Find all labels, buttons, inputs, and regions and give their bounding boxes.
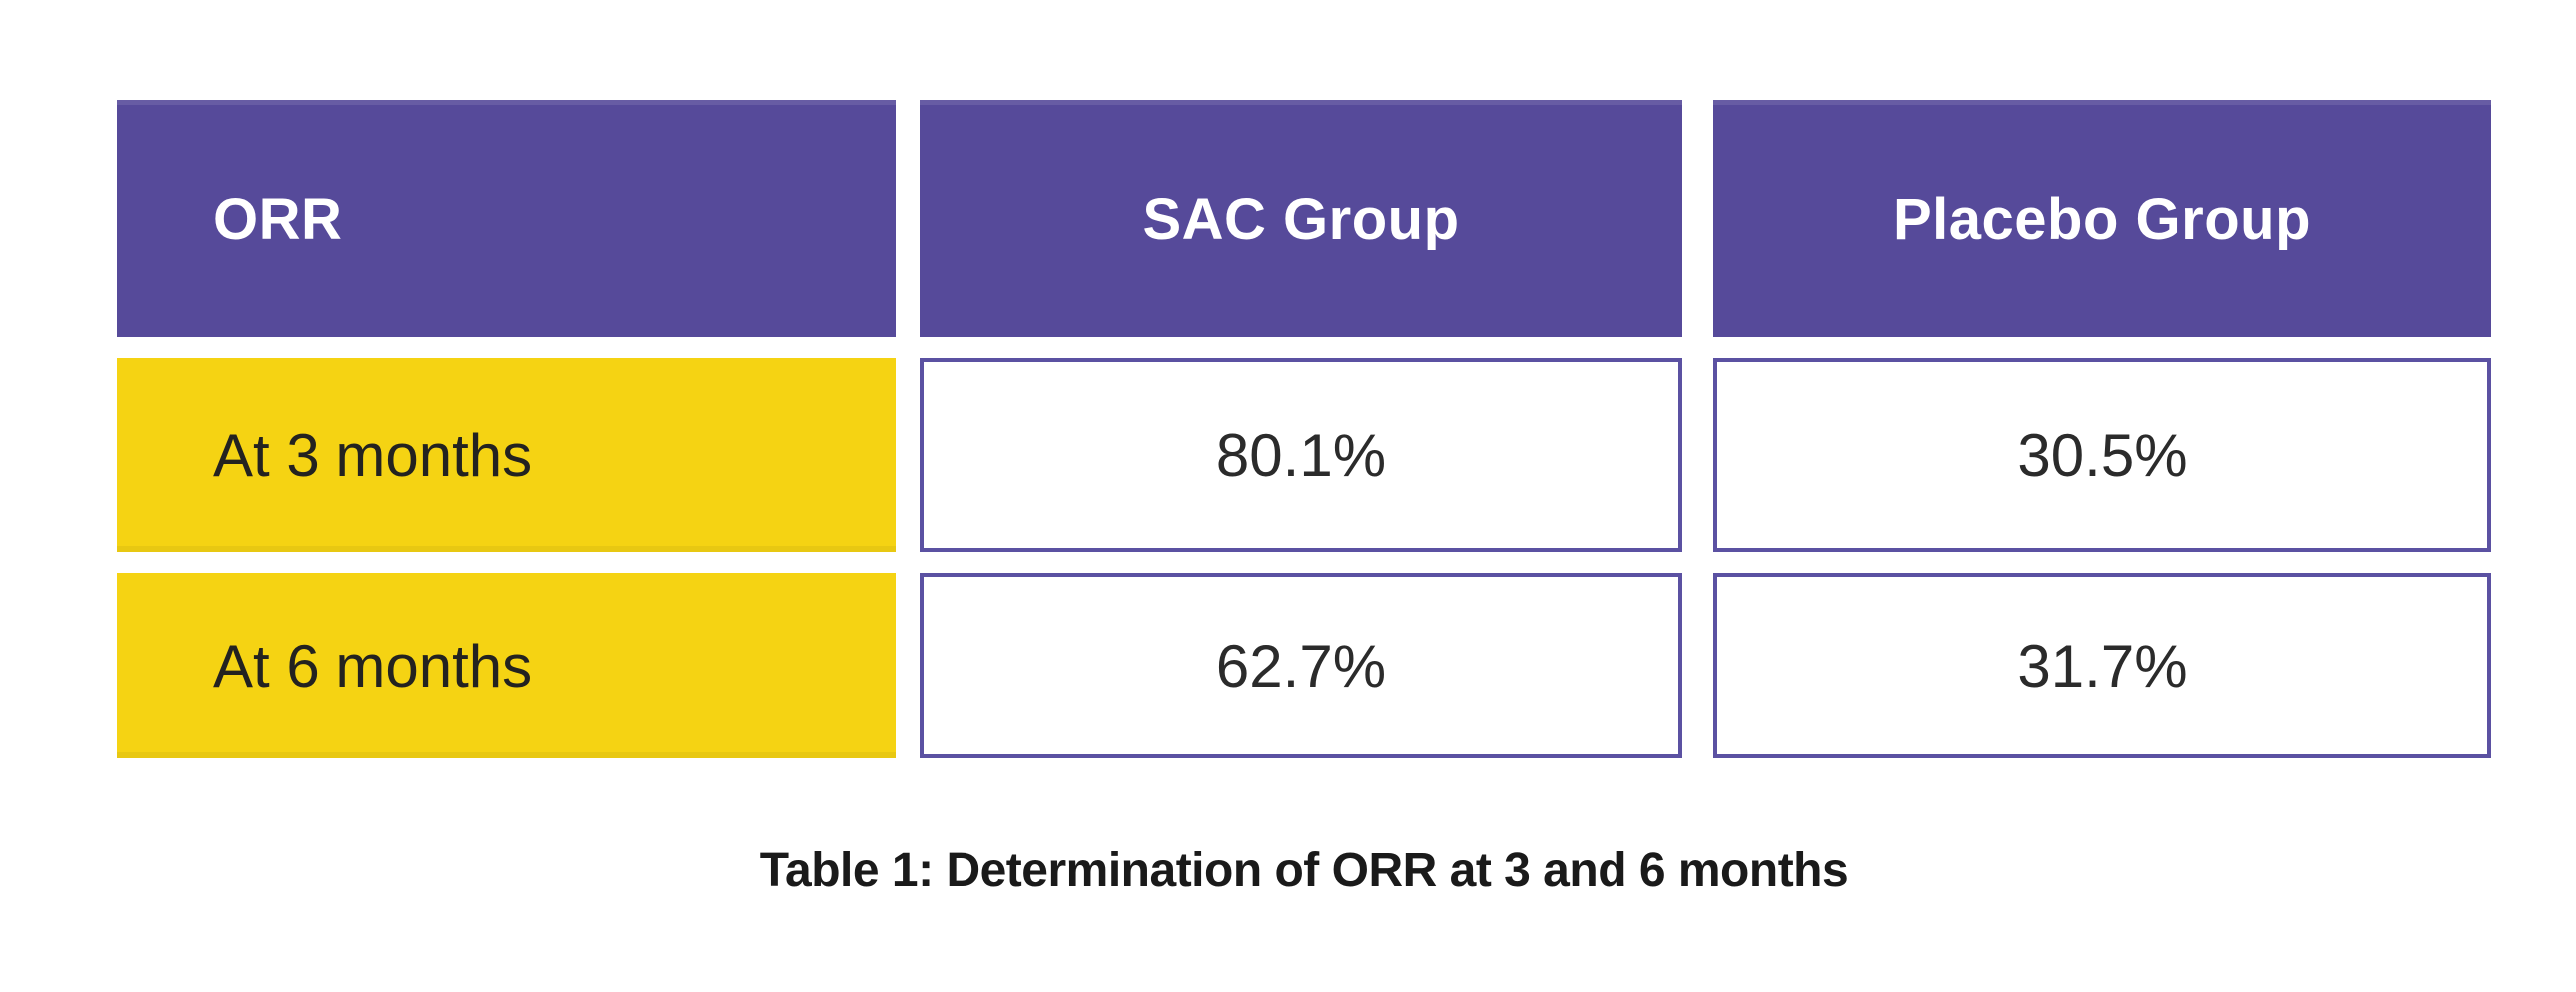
table-row-at-6-months: At 6 months 62.7% 31.7% <box>117 573 2491 758</box>
header-cell-sac-group: SAC Group <box>920 100 1682 337</box>
table-header-row: ORR SAC Group Placebo Group <box>117 100 2491 337</box>
orr-table: ORR SAC Group Placebo Group At 3 months … <box>117 100 2491 758</box>
value-sac-6-months: 62.7% <box>1215 632 1387 700</box>
header-cell-placebo-group: Placebo Group <box>1713 100 2491 337</box>
orr-table-figure: ORR SAC Group Placebo Group At 3 months … <box>117 100 2491 897</box>
header-cell-orr: ORR <box>117 100 896 337</box>
value-cell-sac-3-months: 80.1% <box>920 358 1682 552</box>
value-placebo-3-months: 30.5% <box>2017 421 2188 489</box>
header-label-sac-group: SAC Group <box>1142 186 1460 251</box>
value-cell-placebo-3-months: 30.5% <box>1713 358 2491 552</box>
row-label-6-months: At 6 months <box>213 632 533 700</box>
row-label-3-months: At 3 months <box>213 421 533 489</box>
table-caption: Table 1: Determination of ORR at 3 and 6… <box>759 844 1849 897</box>
row-label-cell-3-months: At 3 months <box>117 358 896 552</box>
value-cell-placebo-6-months: 31.7% <box>1713 573 2491 758</box>
value-cell-sac-6-months: 62.7% <box>920 573 1682 758</box>
row-label-cell-6-months: At 6 months <box>117 573 896 758</box>
table-row-at-3-months: At 3 months 80.1% 30.5% <box>117 358 2491 552</box>
value-sac-3-months: 80.1% <box>1215 421 1387 489</box>
header-label-orr: ORR <box>213 186 343 251</box>
header-label-placebo-group: Placebo Group <box>1892 186 2311 251</box>
value-placebo-6-months: 31.7% <box>2017 632 2188 700</box>
